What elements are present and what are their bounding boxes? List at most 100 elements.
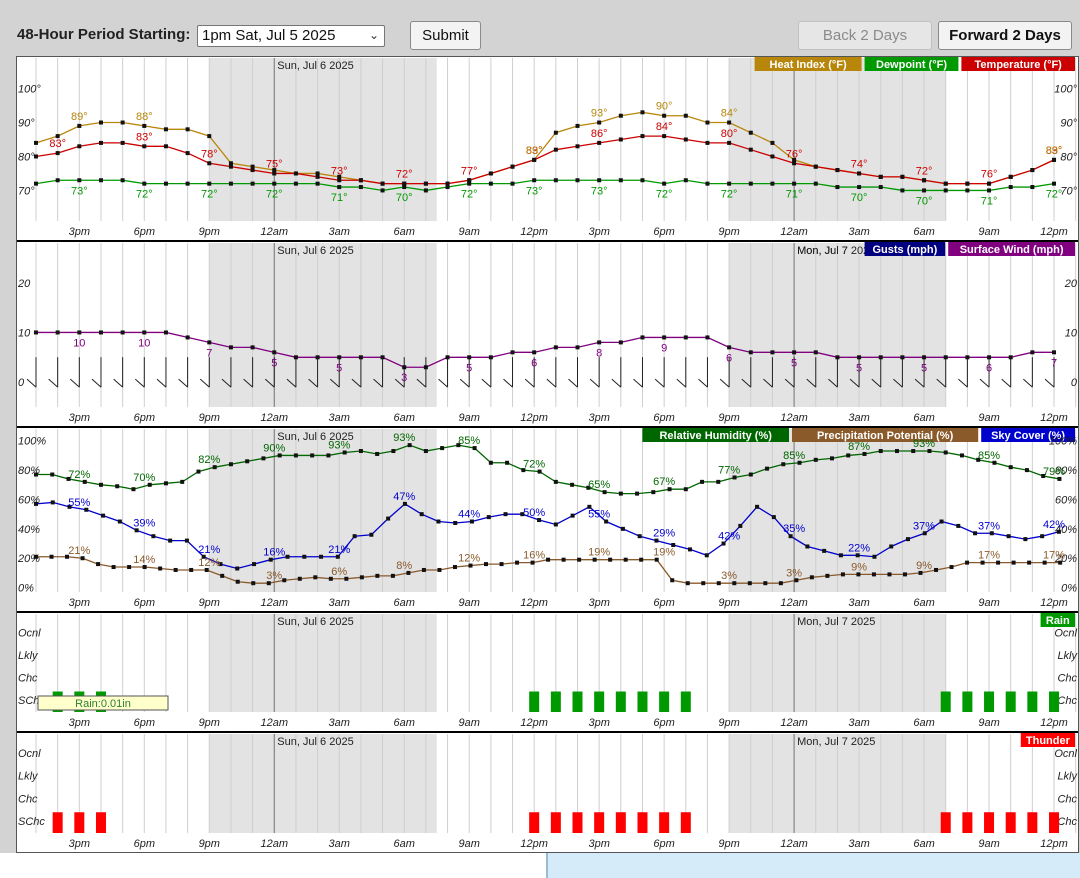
wind-barb-flag <box>69 378 80 388</box>
sky-cover-point <box>67 504 72 509</box>
temperature-point <box>532 157 537 162</box>
surface-wind-point <box>878 355 883 360</box>
surface-wind-point <box>120 330 125 335</box>
surface-wind-line <box>36 331 1055 368</box>
relative-humidity-point <box>911 449 916 454</box>
time-tick-label: 12am <box>260 226 288 238</box>
submit-button[interactable]: Submit <box>410 21 481 50</box>
temperature-point <box>163 144 168 149</box>
time-tick-label: 6am <box>913 838 934 850</box>
sky-cover-point <box>218 562 223 567</box>
humidity-label: 72% <box>68 469 90 481</box>
wind-speed-label: 3 <box>401 372 407 384</box>
sky-cover-point <box>184 538 189 543</box>
time-tick-label: 9pm <box>718 412 739 424</box>
precip-potential-point <box>251 581 256 586</box>
time-tick-label: 9am <box>978 226 999 238</box>
time-tick-label: 6pm <box>653 412 674 424</box>
sky-cover-point <box>453 520 458 525</box>
surface-wind-point <box>488 355 493 360</box>
night-band <box>209 734 437 833</box>
precip-potential-point <box>701 581 706 586</box>
time-tick-label: 6am <box>913 412 934 424</box>
temperature-point <box>965 181 970 186</box>
precip-label: 14% <box>133 554 155 566</box>
wind-speed-label: 10 <box>73 337 85 349</box>
dewpoint-label: 72° <box>656 189 673 201</box>
time-tick-label: 6am <box>394 226 415 238</box>
surface-wind-point <box>1008 355 1013 360</box>
dewpoint-line <box>35 179 1055 192</box>
sky-cover-label: 22% <box>848 542 870 554</box>
sky-cover-point <box>319 554 324 559</box>
period-label: 48-Hour Period Starting: <box>17 26 191 43</box>
time-tick-label: 12pm <box>1040 226 1068 238</box>
precip-potential-point <box>794 578 799 583</box>
time-tick-label: 6am <box>913 226 934 238</box>
relative-humidity-point <box>245 459 250 464</box>
dewpoint-point <box>748 181 753 186</box>
legend-label: Surface Wind (mph) <box>960 244 1064 256</box>
rain-bar <box>594 691 605 712</box>
y-tick-label-left: 100° <box>18 84 41 96</box>
precip-label: 3% <box>786 567 802 579</box>
precip-potential-point <box>732 581 737 586</box>
wind-barb-flag <box>351 378 362 388</box>
heat-index-point <box>315 171 320 176</box>
wind-barb-flag <box>199 378 210 388</box>
time-tick-label: 6pm <box>653 597 674 609</box>
period-select[interactable]: 1pm Sat, Jul 5 2025 ⌄ <box>197 25 385 47</box>
surface-wind-point <box>228 345 233 350</box>
time-tick-label: 9am <box>458 717 479 729</box>
precip-label: 12% <box>198 557 220 569</box>
relative-humidity-point <box>635 491 640 496</box>
precip-potential-point <box>282 578 287 583</box>
relative-humidity-point <box>797 460 802 465</box>
heat-index-point <box>207 134 212 139</box>
dewpoint-label: 72° <box>136 189 153 201</box>
time-tick-label: 12am <box>260 717 288 729</box>
wind-barb-flag <box>416 378 427 388</box>
sky-cover-point <box>922 531 927 536</box>
dewpoint-point <box>380 188 385 193</box>
relative-humidity-point <box>602 490 607 495</box>
surface-wind-point <box>380 355 385 360</box>
humidity-label: 79% <box>1043 466 1065 478</box>
time-tick-label: 3am <box>329 717 350 729</box>
dewpoint-point <box>163 181 168 186</box>
rain-bar <box>529 691 540 712</box>
precip-potential-point <box>871 572 876 577</box>
humidity-label: 72% <box>523 459 545 471</box>
precip-potential-point <box>235 579 240 584</box>
time-tick-label: 3pm <box>588 717 609 729</box>
relative-humidity-point <box>1008 465 1013 470</box>
night-band <box>209 429 437 592</box>
dewpoint-point <box>228 181 233 186</box>
relative-humidity-point <box>147 482 152 487</box>
legend-swatch <box>792 428 979 442</box>
rain-bar <box>962 691 973 712</box>
wind-barb-flag <box>828 378 838 388</box>
precip-potential-point <box>856 572 861 577</box>
precip-potential-point <box>65 554 70 559</box>
precip-potential-point <box>546 557 551 562</box>
surface-wind-point <box>142 330 147 335</box>
surface-wind-point <box>532 350 537 355</box>
time-tick-label: 9am <box>458 226 479 238</box>
forward-2-days-button[interactable]: Forward 2 Days <box>938 21 1072 50</box>
day-marker-label: Sun, Jul 6 2025 <box>277 616 353 628</box>
sky-cover-point <box>151 534 156 539</box>
back-2-days-button[interactable]: Back 2 Days <box>798 21 932 50</box>
precip-potential-point <box>499 562 504 567</box>
wind-barb-flag <box>503 378 513 388</box>
thunder-bar <box>940 812 951 833</box>
thunder-bar <box>637 812 648 833</box>
sky-cover-point <box>101 513 106 518</box>
sky-cover-point <box>1006 534 1011 539</box>
relative-humidity-point <box>34 472 38 477</box>
time-tick-label: 6pm <box>653 838 674 850</box>
relative-humidity-point <box>261 456 266 461</box>
temperature-label: 78° <box>201 148 218 160</box>
precip-potential-point <box>918 570 923 575</box>
precip-potential-point <box>561 557 566 562</box>
